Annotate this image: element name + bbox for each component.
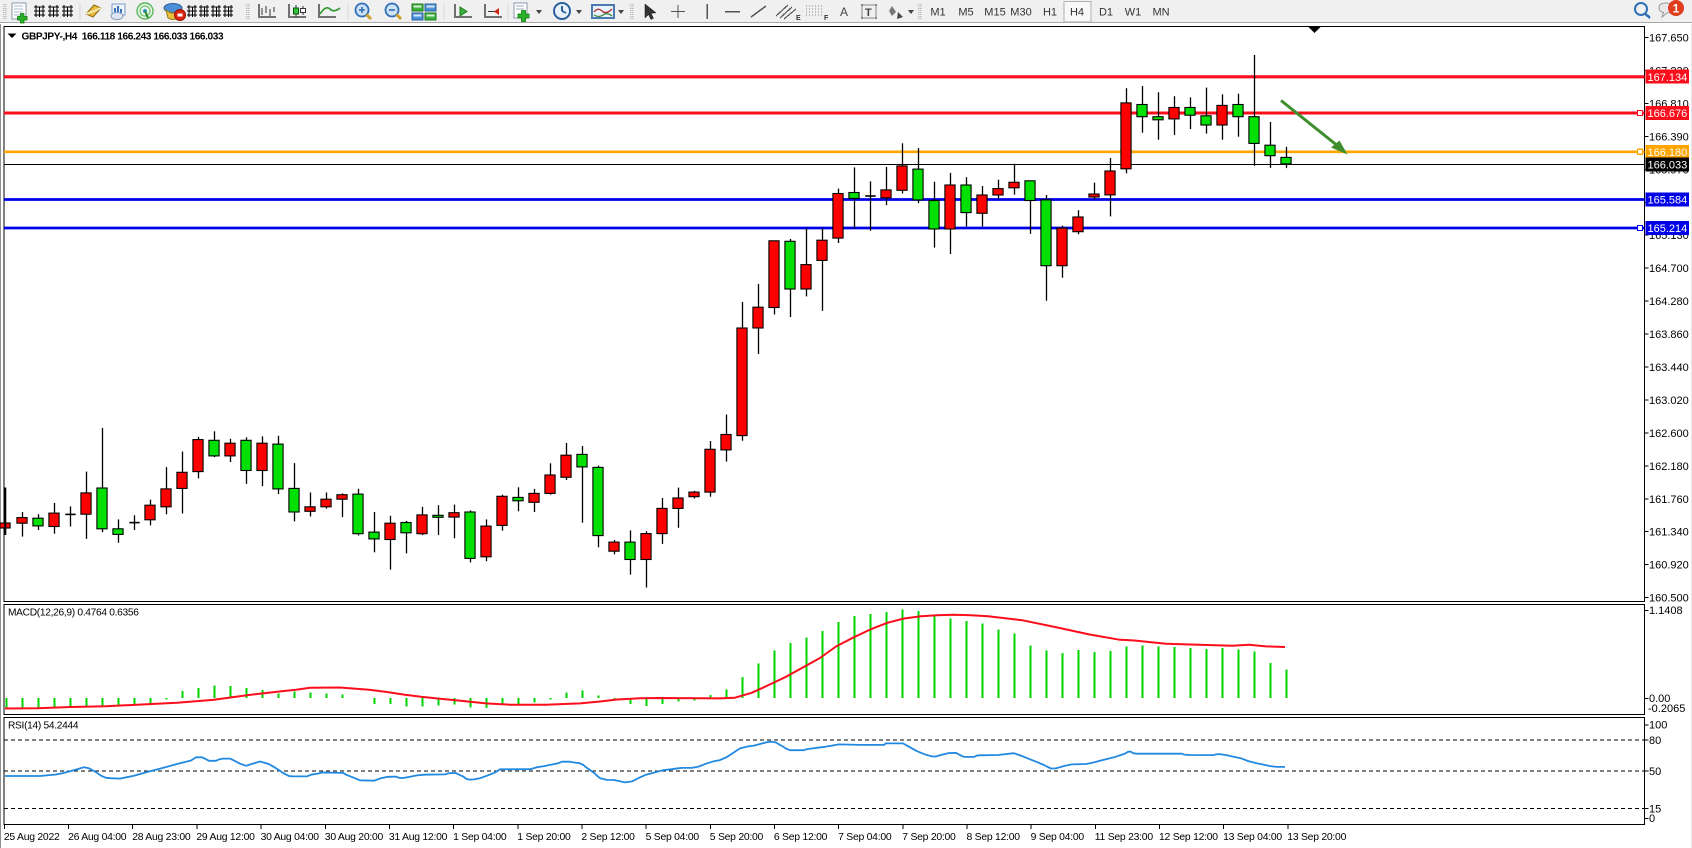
svg-text:161.340: 161.340 (1649, 527, 1689, 539)
svg-text:0.00: 0.00 (1649, 693, 1670, 705)
svg-text:50: 50 (1649, 766, 1661, 778)
svg-text:1: 1 (1673, 2, 1680, 16)
svg-text:11 Sep 23:00: 11 Sep 23:00 (1095, 832, 1154, 843)
svg-text:164.280: 164.280 (1649, 296, 1689, 308)
svg-text:164.700: 164.700 (1649, 263, 1689, 275)
svg-text:T: T (865, 7, 872, 19)
svg-text:D1: D1 (1099, 7, 1113, 19)
svg-text:166.180: 166.180 (1648, 147, 1688, 159)
svg-text:80: 80 (1649, 735, 1661, 747)
svg-text:13 Sep 20:00: 13 Sep 20:00 (1287, 832, 1346, 843)
svg-text:2 Sep 12:00: 2 Sep 12:00 (581, 832, 635, 843)
svg-text:1.1408: 1.1408 (1649, 605, 1683, 617)
svg-text:MN: MN (1152, 7, 1169, 19)
svg-text:7 Sep 20:00: 7 Sep 20:00 (902, 832, 956, 843)
svg-text:7 Sep 04:00: 7 Sep 04:00 (838, 832, 892, 843)
svg-text:5 Sep 04:00: 5 Sep 04:00 (646, 832, 700, 843)
svg-text:163.860: 163.860 (1649, 329, 1689, 341)
svg-text:28 Aug 23:00: 28 Aug 23:00 (132, 832, 191, 843)
svg-text:26 Aug 04:00: 26 Aug 04:00 (68, 832, 127, 843)
svg-text:H1: H1 (1043, 7, 1057, 19)
svg-text:1 Sep 04:00: 1 Sep 04:00 (453, 832, 507, 843)
svg-text:0: 0 (1649, 813, 1655, 825)
svg-text:160.920: 160.920 (1649, 560, 1689, 572)
svg-text:167.650: 167.650 (1649, 33, 1689, 45)
svg-text:166.390: 166.390 (1649, 131, 1689, 143)
svg-text:100: 100 (1649, 720, 1667, 732)
svg-text:9 Sep 04:00: 9 Sep 04:00 (1031, 832, 1085, 843)
svg-text:12 Sep 12:00: 12 Sep 12:00 (1159, 832, 1218, 843)
svg-text:E: E (796, 15, 801, 22)
svg-text:M15: M15 (984, 7, 1005, 19)
svg-text:GBPJPY-,H4 166.118 166.243 16: GBPJPY-,H4 166.118 166.243 166.033 166.0… (22, 32, 224, 43)
svg-text:RSI(14) 54.2444: RSI(14) 54.2444 (8, 721, 79, 732)
svg-text:M1: M1 (930, 7, 945, 19)
svg-text:-0.2065: -0.2065 (1648, 703, 1685, 715)
svg-text:30 Aug 04:00: 30 Aug 04:00 (261, 832, 320, 843)
svg-text:5 Sep 20:00: 5 Sep 20:00 (710, 832, 764, 843)
svg-text:166.033: 166.033 (1648, 160, 1688, 172)
svg-text:MACD(12,26,9) 0.4764 0.6356: MACD(12,26,9) 0.4764 0.6356 (8, 608, 139, 619)
svg-text:165.584: 165.584 (1648, 195, 1688, 207)
svg-text:13 Sep 04:00: 13 Sep 04:00 (1223, 832, 1282, 843)
svg-text:29 Aug 12:00: 29 Aug 12:00 (196, 832, 255, 843)
svg-text:160.500: 160.500 (1649, 593, 1689, 605)
svg-text:1 Sep 20:00: 1 Sep 20:00 (517, 832, 571, 843)
svg-text:H4: H4 (1070, 7, 1084, 19)
svg-text:25 Aug 2022: 25 Aug 2022 (4, 832, 60, 843)
svg-text:M30: M30 (1010, 7, 1031, 19)
svg-text:161.760: 161.760 (1649, 494, 1689, 506)
svg-text:163.440: 163.440 (1649, 362, 1689, 374)
svg-text:F: F (824, 15, 829, 22)
svg-text:M5: M5 (958, 7, 973, 19)
svg-text:165.214: 165.214 (1648, 223, 1688, 235)
svg-text:166.676: 166.676 (1648, 108, 1688, 120)
svg-text:163.020: 163.020 (1649, 395, 1689, 407)
svg-text:15: 15 (1649, 804, 1661, 816)
svg-text:8 Sep 12:00: 8 Sep 12:00 (967, 832, 1021, 843)
svg-text:167.134: 167.134 (1648, 72, 1688, 84)
svg-text:162.600: 162.600 (1649, 428, 1689, 440)
svg-text:6 Sep 12:00: 6 Sep 12:00 (774, 832, 828, 843)
svg-text:A: A (840, 5, 848, 19)
svg-text:162.180: 162.180 (1649, 461, 1689, 473)
svg-text:30 Aug 20:00: 30 Aug 20:00 (325, 832, 384, 843)
svg-text:W1: W1 (1125, 7, 1142, 19)
svg-text:31 Aug 12:00: 31 Aug 12:00 (389, 832, 448, 843)
